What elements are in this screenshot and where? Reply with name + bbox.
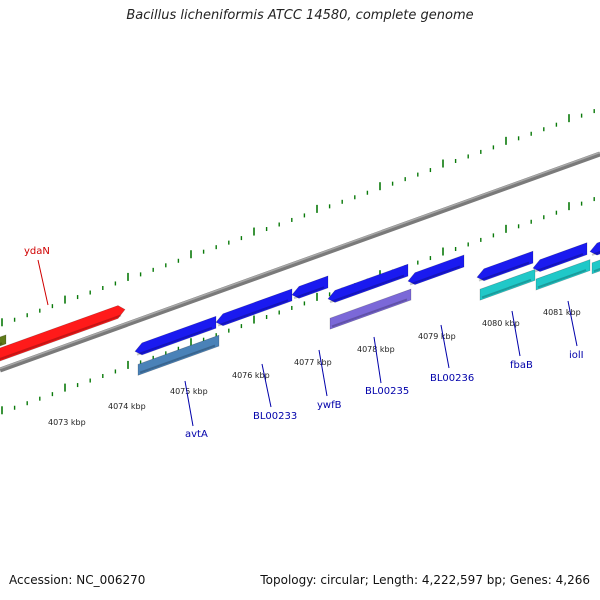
gene-label-fbaB: fbaB	[510, 360, 533, 371]
gene-label-avtA: avtA	[185, 429, 208, 440]
gene-iolI	[535, 259, 591, 291]
gene-iolI-shade	[537, 269, 587, 289]
gene-avtA-shade	[139, 344, 216, 374]
gene-fbaB-shade	[481, 278, 532, 299]
gene-label-leader	[261, 363, 272, 408]
gene-label-ydaN: ydaN	[24, 246, 50, 257]
scale-label: 4073 kbp	[48, 418, 86, 427]
scale-label: 4079 kbp	[418, 332, 456, 341]
gene-avtA	[137, 334, 220, 376]
gene-blue-7	[532, 242, 588, 272]
gene-blue-2-shade	[217, 299, 289, 327]
gene-blue-4-shade	[329, 274, 405, 304]
gene-label-leader	[184, 380, 194, 427]
gene-label-ywfB: ywfB	[317, 400, 342, 411]
gene-features	[0, 241, 600, 376]
gene-cyan-extra-shade	[593, 267, 600, 273]
gene-blue-8-shade	[591, 250, 600, 256]
gene-small-olive	[0, 334, 7, 347]
gene-blue-3	[291, 275, 329, 299]
map-title: Bacillus licheniformis ATCC 14580, compl…	[126, 8, 474, 23]
gene-blue-1	[134, 315, 217, 356]
gene-cyan-extra	[591, 259, 600, 275]
gene-labels: ydaN avtA BL00233 ywfB BL00235 BL00236 fbaB iol…	[24, 246, 584, 440]
gene-blue-1-shade	[136, 326, 213, 356]
gene-label-leader	[37, 259, 49, 306]
gene-label-leader	[440, 324, 450, 369]
gene-BL00235	[329, 288, 412, 330]
backbone-line	[0, 151, 600, 373]
gene-blue-6	[476, 250, 534, 282]
gene-blue-8	[589, 241, 600, 256]
scale-label: 4081 kbp	[543, 308, 581, 317]
accession-text: Accession: NC_006270	[9, 573, 146, 587]
scale-label: 4075 kbp	[170, 387, 208, 396]
gene-label-iolI: iolI	[569, 350, 584, 361]
gene-label-BL00236: BL00236	[430, 373, 474, 384]
gene-blue-2	[215, 288, 293, 327]
genome-summary: Topology: circular; Length: 4,222,597 bp…	[260, 573, 590, 587]
gene-blue-6-shade	[478, 261, 530, 282]
gene-blue-3-shade	[293, 286, 325, 300]
inner-tick-track	[1, 197, 595, 415]
gene-label-leader	[373, 336, 382, 384]
outer-tick-track	[1, 109, 595, 327]
genome-backbone	[0, 151, 600, 373]
gene-label-BL00235: BL00235	[365, 386, 409, 397]
scale-label: 4076 kbp	[232, 371, 270, 380]
gene-blue-4	[327, 263, 409, 303]
gene-BL00235-shade	[331, 298, 408, 328]
scale-label: 4074 kbp	[108, 402, 146, 411]
gene-label-leader	[511, 310, 521, 357]
scale-label: 4080 kbp	[482, 319, 520, 328]
gene-blue-7-shade	[534, 253, 584, 273]
gene-blue-5	[407, 254, 465, 285]
gene-label-leader	[567, 300, 578, 347]
gene-small-olive-shade	[0, 342, 3, 346]
gene-label-leader	[318, 349, 328, 397]
gene-ydaN-shade	[0, 314, 122, 361]
gene-blue-5-shade	[409, 265, 461, 286]
scale-label: 4077 kbp	[294, 358, 332, 367]
gene-ydaN	[0, 305, 126, 362]
gene-label-BL00233: BL00233	[253, 411, 297, 422]
gene-fbaB	[479, 268, 536, 301]
backbone-highlight	[0, 151, 600, 370]
